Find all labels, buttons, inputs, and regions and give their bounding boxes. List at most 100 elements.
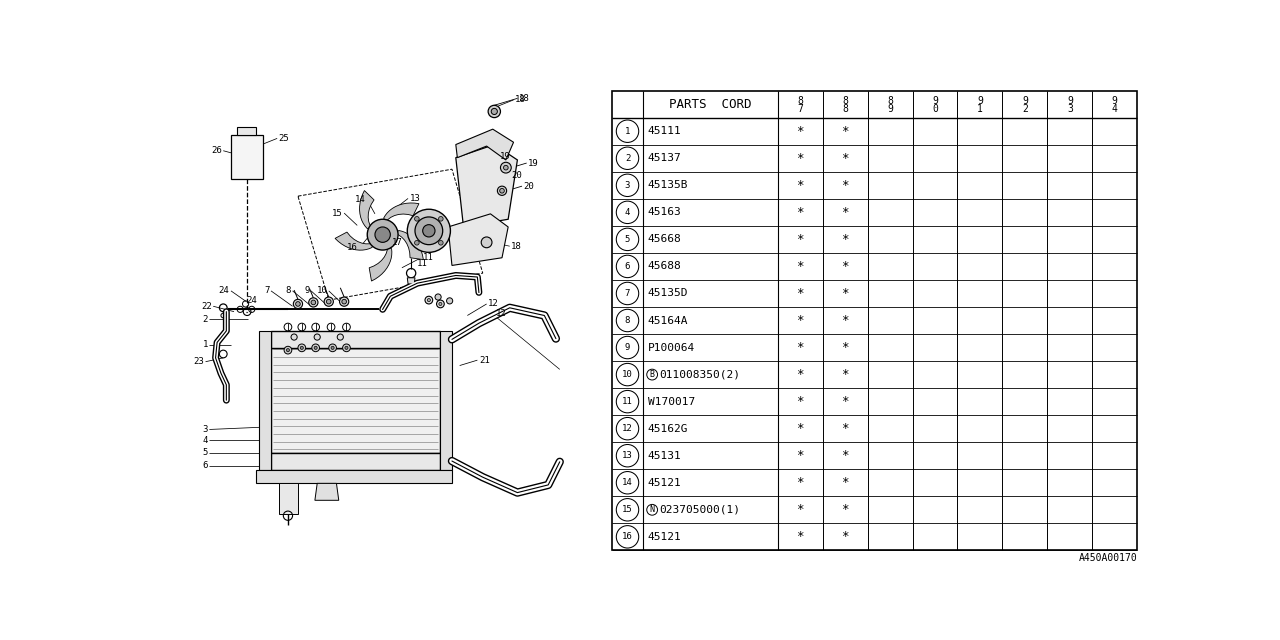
- Circle shape: [422, 225, 435, 237]
- Bar: [440, 331, 452, 470]
- Text: *: *: [841, 476, 849, 489]
- Text: 11: 11: [422, 253, 434, 262]
- Text: 9: 9: [625, 343, 630, 352]
- Text: A450A00170: A450A00170: [1079, 554, 1137, 563]
- Text: 8: 8: [285, 286, 291, 296]
- Text: *: *: [796, 206, 804, 219]
- Circle shape: [287, 349, 289, 352]
- Text: 1: 1: [977, 104, 983, 114]
- Text: 9: 9: [1021, 96, 1028, 106]
- Text: 011008350(2): 011008350(2): [659, 369, 740, 380]
- Bar: [271, 452, 440, 470]
- Circle shape: [439, 241, 443, 245]
- Text: 19: 19: [499, 152, 511, 161]
- Text: 12: 12: [495, 310, 507, 319]
- Text: 18: 18: [515, 95, 526, 104]
- Text: 2: 2: [625, 154, 630, 163]
- Text: 14: 14: [622, 478, 632, 487]
- Text: *: *: [841, 179, 849, 192]
- Circle shape: [314, 334, 320, 340]
- Text: 2: 2: [202, 315, 207, 324]
- Text: 023705000(1): 023705000(1): [659, 505, 740, 515]
- Text: 9: 9: [977, 96, 983, 106]
- Text: *: *: [841, 503, 849, 516]
- Text: 18: 18: [518, 94, 530, 103]
- Bar: [271, 331, 440, 348]
- Circle shape: [492, 108, 498, 115]
- Circle shape: [314, 346, 317, 349]
- Text: *: *: [796, 125, 804, 138]
- Text: *: *: [841, 233, 849, 246]
- Text: 45137: 45137: [648, 153, 681, 163]
- Circle shape: [291, 334, 297, 340]
- Text: *: *: [796, 233, 804, 246]
- Text: 20: 20: [524, 182, 534, 191]
- Circle shape: [375, 227, 390, 243]
- Text: *: *: [841, 449, 849, 462]
- Circle shape: [415, 216, 419, 221]
- Text: 24: 24: [246, 296, 257, 305]
- Circle shape: [447, 298, 453, 304]
- Circle shape: [439, 216, 443, 221]
- Text: *: *: [796, 531, 804, 543]
- Text: 16: 16: [347, 243, 358, 252]
- Polygon shape: [237, 127, 256, 134]
- Polygon shape: [396, 230, 424, 260]
- Circle shape: [481, 237, 492, 248]
- Circle shape: [415, 217, 443, 244]
- Text: 8: 8: [797, 96, 803, 106]
- Text: B: B: [650, 370, 654, 379]
- Text: *: *: [841, 206, 849, 219]
- Text: 15: 15: [332, 209, 343, 218]
- Text: N: N: [650, 506, 654, 515]
- Polygon shape: [448, 214, 508, 266]
- Text: 10: 10: [316, 286, 328, 296]
- Text: *: *: [796, 179, 804, 192]
- Text: 24: 24: [219, 286, 229, 296]
- Circle shape: [311, 300, 316, 305]
- Text: *: *: [796, 341, 804, 354]
- Text: 8: 8: [887, 96, 893, 106]
- Text: 8: 8: [842, 96, 849, 106]
- Text: *: *: [796, 422, 804, 435]
- Circle shape: [326, 300, 332, 304]
- Text: *: *: [796, 368, 804, 381]
- Text: 19: 19: [529, 159, 539, 168]
- Circle shape: [339, 297, 348, 307]
- Text: 0: 0: [932, 104, 938, 114]
- Text: 18: 18: [511, 242, 522, 251]
- Circle shape: [367, 220, 398, 250]
- Text: PARTS  CORD: PARTS CORD: [669, 98, 751, 111]
- Text: 9: 9: [305, 286, 310, 296]
- Text: 4: 4: [202, 436, 207, 445]
- Circle shape: [344, 346, 348, 349]
- Polygon shape: [384, 203, 419, 223]
- Circle shape: [343, 344, 351, 352]
- Text: 15: 15: [622, 506, 632, 515]
- Text: 17: 17: [392, 238, 403, 247]
- Text: 22: 22: [201, 301, 211, 311]
- Text: 9: 9: [932, 96, 938, 106]
- Text: 20: 20: [511, 171, 522, 180]
- Circle shape: [500, 163, 511, 173]
- Text: 11: 11: [417, 259, 428, 268]
- Polygon shape: [335, 232, 374, 250]
- Circle shape: [284, 346, 292, 354]
- Text: 45135B: 45135B: [648, 180, 689, 190]
- Text: 26: 26: [211, 146, 221, 156]
- Text: *: *: [841, 314, 849, 327]
- Circle shape: [435, 294, 442, 300]
- Text: 45121: 45121: [648, 532, 681, 542]
- Text: 3: 3: [1068, 104, 1073, 114]
- Text: 45162G: 45162G: [648, 424, 689, 434]
- Text: *: *: [796, 152, 804, 164]
- Text: *: *: [796, 476, 804, 489]
- Text: 23: 23: [193, 357, 204, 366]
- Text: 11: 11: [622, 397, 632, 406]
- Polygon shape: [456, 145, 517, 227]
- Polygon shape: [407, 278, 415, 284]
- Text: 9: 9: [887, 104, 893, 114]
- Text: *: *: [796, 287, 804, 300]
- Text: 16: 16: [622, 532, 632, 541]
- Text: 8: 8: [625, 316, 630, 325]
